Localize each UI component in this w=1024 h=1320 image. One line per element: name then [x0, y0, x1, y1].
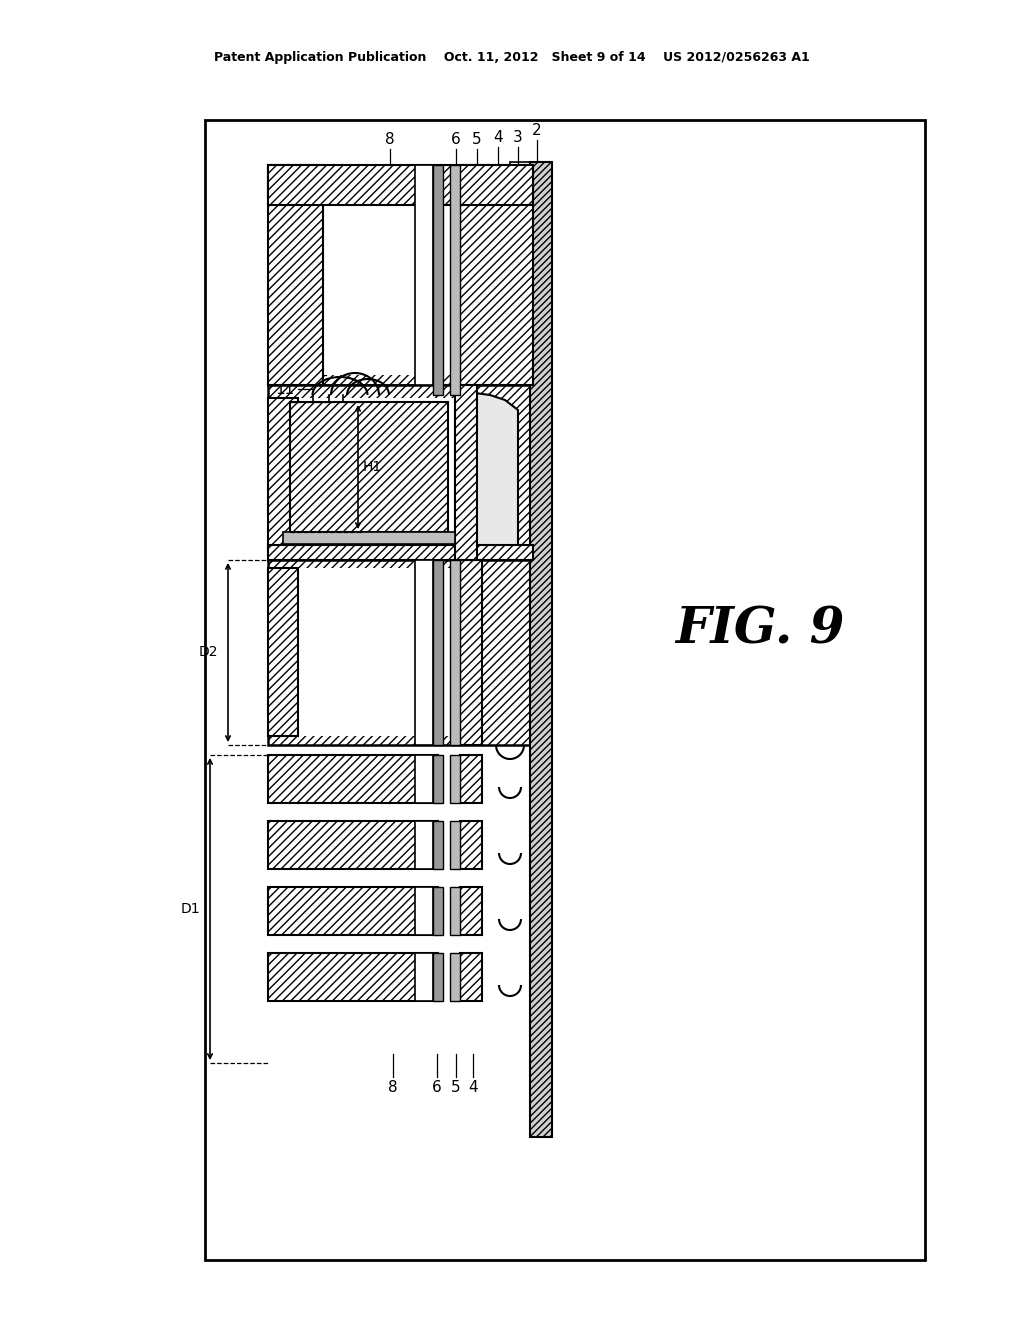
Bar [433, 887, 443, 935]
Bar [433, 165, 443, 395]
Text: 5: 5 [452, 1080, 461, 1096]
Bar [433, 953, 443, 1001]
Bar [268, 385, 534, 560]
Bar [415, 887, 433, 935]
Bar [290, 403, 449, 532]
Bar [268, 165, 534, 205]
Bar [415, 953, 433, 1001]
Text: FIG. 9: FIG. 9 [675, 606, 845, 655]
Bar [268, 887, 438, 935]
Bar [268, 821, 438, 869]
Bar [415, 755, 433, 803]
Text: D1: D1 [180, 902, 200, 916]
Text: H1: H1 [362, 459, 382, 474]
Bar [415, 165, 433, 385]
Bar [268, 399, 298, 550]
Bar [268, 165, 323, 385]
Bar [268, 755, 438, 803]
Bar [455, 385, 477, 560]
Bar [450, 953, 460, 1001]
Bar [285, 399, 460, 550]
Bar [268, 165, 534, 385]
Bar [268, 545, 534, 560]
Bar [433, 755, 443, 803]
Bar [450, 821, 460, 869]
Text: 9: 9 [310, 355, 319, 370]
Bar [530, 162, 552, 1137]
Bar [450, 887, 460, 935]
Bar [415, 821, 433, 869]
Bar [460, 887, 482, 935]
Text: 6: 6 [432, 1080, 442, 1096]
Text: 2: 2 [532, 123, 542, 139]
Text: 11: 11 [275, 381, 295, 396]
Text: 8: 8 [385, 132, 395, 147]
Bar [415, 560, 433, 744]
Bar [285, 568, 450, 737]
Bar [268, 568, 298, 737]
Bar [450, 755, 460, 803]
Polygon shape [460, 393, 518, 560]
Bar [460, 953, 482, 1001]
Text: Patent Application Publication    Oct. 11, 2012   Sheet 9 of 14    US 2012/02562: Patent Application Publication Oct. 11, … [214, 50, 810, 63]
Bar [460, 165, 534, 385]
Bar [290, 176, 510, 375]
Bar [433, 560, 443, 744]
Bar [268, 953, 438, 1001]
Text: 8: 8 [388, 1080, 397, 1096]
Bar [460, 560, 482, 744]
Text: 4: 4 [468, 1080, 478, 1096]
Bar [460, 755, 482, 803]
Bar [433, 821, 443, 869]
Text: 10: 10 [289, 367, 308, 383]
Text: 6: 6 [452, 132, 461, 147]
Bar [283, 532, 455, 544]
Text: 5: 5 [472, 132, 482, 147]
Bar [510, 162, 530, 372]
Bar [460, 821, 482, 869]
Text: D2: D2 [199, 645, 218, 659]
Bar [450, 165, 460, 395]
Text: 4: 4 [494, 129, 503, 145]
Bar [268, 560, 534, 744]
Text: 3: 3 [513, 129, 523, 145]
Bar [450, 560, 460, 744]
Bar [205, 120, 925, 1261]
